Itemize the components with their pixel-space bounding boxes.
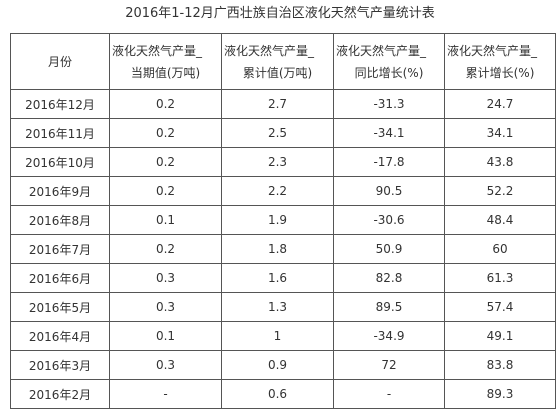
cell-month: 2016年10月 [10, 147, 110, 177]
cell-cumulative-growth: 57.4 [444, 292, 556, 322]
cell-current-value: 0.2 [109, 234, 222, 264]
table-row: 2016年2月 -0.6-89.3 [10, 379, 556, 409]
header-line-1: 液化天然气产量_ [336, 43, 427, 58]
header-text: 月份 [47, 54, 72, 69]
cell-month: 2016年5月 [10, 292, 110, 322]
header-line-2: 当期值(万吨) [130, 65, 201, 80]
production-stats-table: 月份 液化天然气产量_ 当期值(万吨) 液化天然气产量_ 累计值(万吨) 液化天… [10, 33, 556, 409]
cell-cumulative-value: 2.7 [221, 89, 334, 119]
column-header-current-value: 液化天然气产量_ 当期值(万吨) [109, 33, 222, 90]
cell-yoy-growth: - [333, 379, 445, 409]
cell-cumulative-growth: 52.2 [444, 176, 556, 206]
cell-yoy-growth: -17.8 [333, 147, 445, 177]
table-row: 2016年8月 0.1 1.9 -30.6 48.4 [10, 205, 556, 235]
cell-yoy-growth: 72 [333, 350, 445, 380]
header-line-1: 液化天然气产量_ [447, 43, 538, 58]
cell-cumulative-value: 1.8 [221, 234, 334, 264]
cell-cumulative-growth: 89.3 [444, 379, 556, 409]
table-row: 2016年3月 0.3 0.9 72 83.8 [10, 350, 556, 380]
column-header-month: 月份 [10, 33, 110, 90]
cell-current-value: - [109, 379, 222, 409]
cell-cumulative-value: 0.6 [221, 379, 334, 409]
cell-current-value: 0.1 [109, 321, 222, 351]
table-title: 2016年1-12月广西壮族自治区液化天然气产量统计表 [125, 6, 435, 21]
cell-cumulative-value: 2.5 [221, 118, 334, 148]
cell-current-value: 0.3 [109, 350, 222, 380]
header-line-2: 累计增长(%) [465, 65, 535, 80]
cell-yoy-growth: -31.3 [333, 89, 445, 119]
cell-month: 2016年7月 [10, 234, 110, 264]
table-row: 2016年4月 0.1 1 -34.9 49.1 [10, 321, 556, 351]
cell-month: 2016年4月 [10, 321, 110, 351]
cell-current-value: 0.1 [109, 205, 222, 235]
cell-cumulative-value: 1.3 [221, 292, 334, 322]
cell-month: 2016年3月 [10, 350, 110, 380]
cell-cumulative-value: 1.9 [221, 205, 334, 235]
table-body: 2016年12月 0.2 2.7 -31.3 24.7 2016年11月 0.2 2.5 -34… [10, 89, 556, 409]
column-header-cumulative-growth: 液化天然气产量_ 累计增长(%) [444, 33, 556, 90]
cell-cumulative-growth: 61.3 [444, 263, 556, 293]
cell-month: 2016年11月 [10, 118, 110, 148]
header-row: 月份 液化天然气产量_ 当期值(万吨) 液化天然气产量_ 累计值(万吨) 液化天… [10, 33, 556, 90]
cell-cumulative-growth: 49.1 [444, 321, 556, 351]
table-row: 2016年12月 0.2 2.7 -31.3 24.7 [10, 89, 556, 119]
cell-current-value: 0.2 [109, 176, 222, 206]
cell-cumulative-growth: 34.1 [444, 118, 556, 148]
cell-month: 2016年9月 [10, 176, 110, 206]
cell-cumulative-value: 1 [221, 321, 334, 351]
cell-yoy-growth: 82.8 [333, 263, 445, 293]
cell-cumulative-value: 1.6 [221, 263, 334, 293]
cell-current-value: 0.3 [109, 263, 222, 293]
cell-month: 2016年8月 [10, 205, 110, 235]
cell-current-value: 0.2 [109, 147, 222, 177]
cell-current-value: 0.3 [109, 292, 222, 322]
cell-yoy-growth: -34.9 [333, 321, 445, 351]
cell-cumulative-growth: 83.8 [444, 350, 556, 380]
cell-month: 2016年6月 [10, 263, 110, 293]
table-row: 2016年5月 0.3 1.3 89.5 57.4 [10, 292, 556, 322]
header-line-1: 液化天然气产量_ [224, 43, 315, 58]
table-row: 2016年9月 0.2 2.2 90.5 52.2 [10, 176, 556, 206]
table-row: 2016年11月 0.2 2.5 -34.1 34.1 [10, 118, 556, 148]
cell-cumulative-growth: 60 [444, 234, 556, 264]
column-header-cumulative-value: 液化天然气产量_ 累计值(万吨) [221, 33, 334, 90]
cell-month: 2016年2月 [10, 379, 110, 409]
column-header-yoy-growth: 液化天然气产量_ 同比增长(%) [333, 33, 445, 90]
cell-cumulative-value: 0.9 [221, 350, 334, 380]
cell-cumulative-value: 2.3 [221, 147, 334, 177]
cell-cumulative-growth: 24.7 [444, 89, 556, 119]
cell-cumulative-growth: 43.8 [444, 147, 556, 177]
cell-current-value: 0.2 [109, 89, 222, 119]
cell-yoy-growth: 50.9 [333, 234, 445, 264]
header-line-1: 液化天然气产量_ [112, 43, 203, 58]
cell-yoy-growth: -34.1 [333, 118, 445, 148]
table-row: 2016年7月 0.2 1.8 50.9 60 [10, 234, 556, 264]
table-row: 2016年6月 0.3 1.6 82.8 61.3 [10, 263, 556, 293]
header-line-2: 累计值(万吨) [242, 65, 313, 80]
cell-cumulative-value: 2.2 [221, 176, 334, 206]
cell-month: 2016年12月 [10, 89, 110, 119]
cell-cumulative-growth: 48.4 [444, 205, 556, 235]
cell-yoy-growth: -30.6 [333, 205, 445, 235]
table-row: 2016年10月 0.2 2.3 -17.8 43.8 [10, 147, 556, 177]
cell-yoy-growth: 89.5 [333, 292, 445, 322]
header-line-2: 同比增长(%) [354, 65, 424, 80]
cell-yoy-growth: 90.5 [333, 176, 445, 206]
cell-current-value: 0.2 [109, 118, 222, 148]
